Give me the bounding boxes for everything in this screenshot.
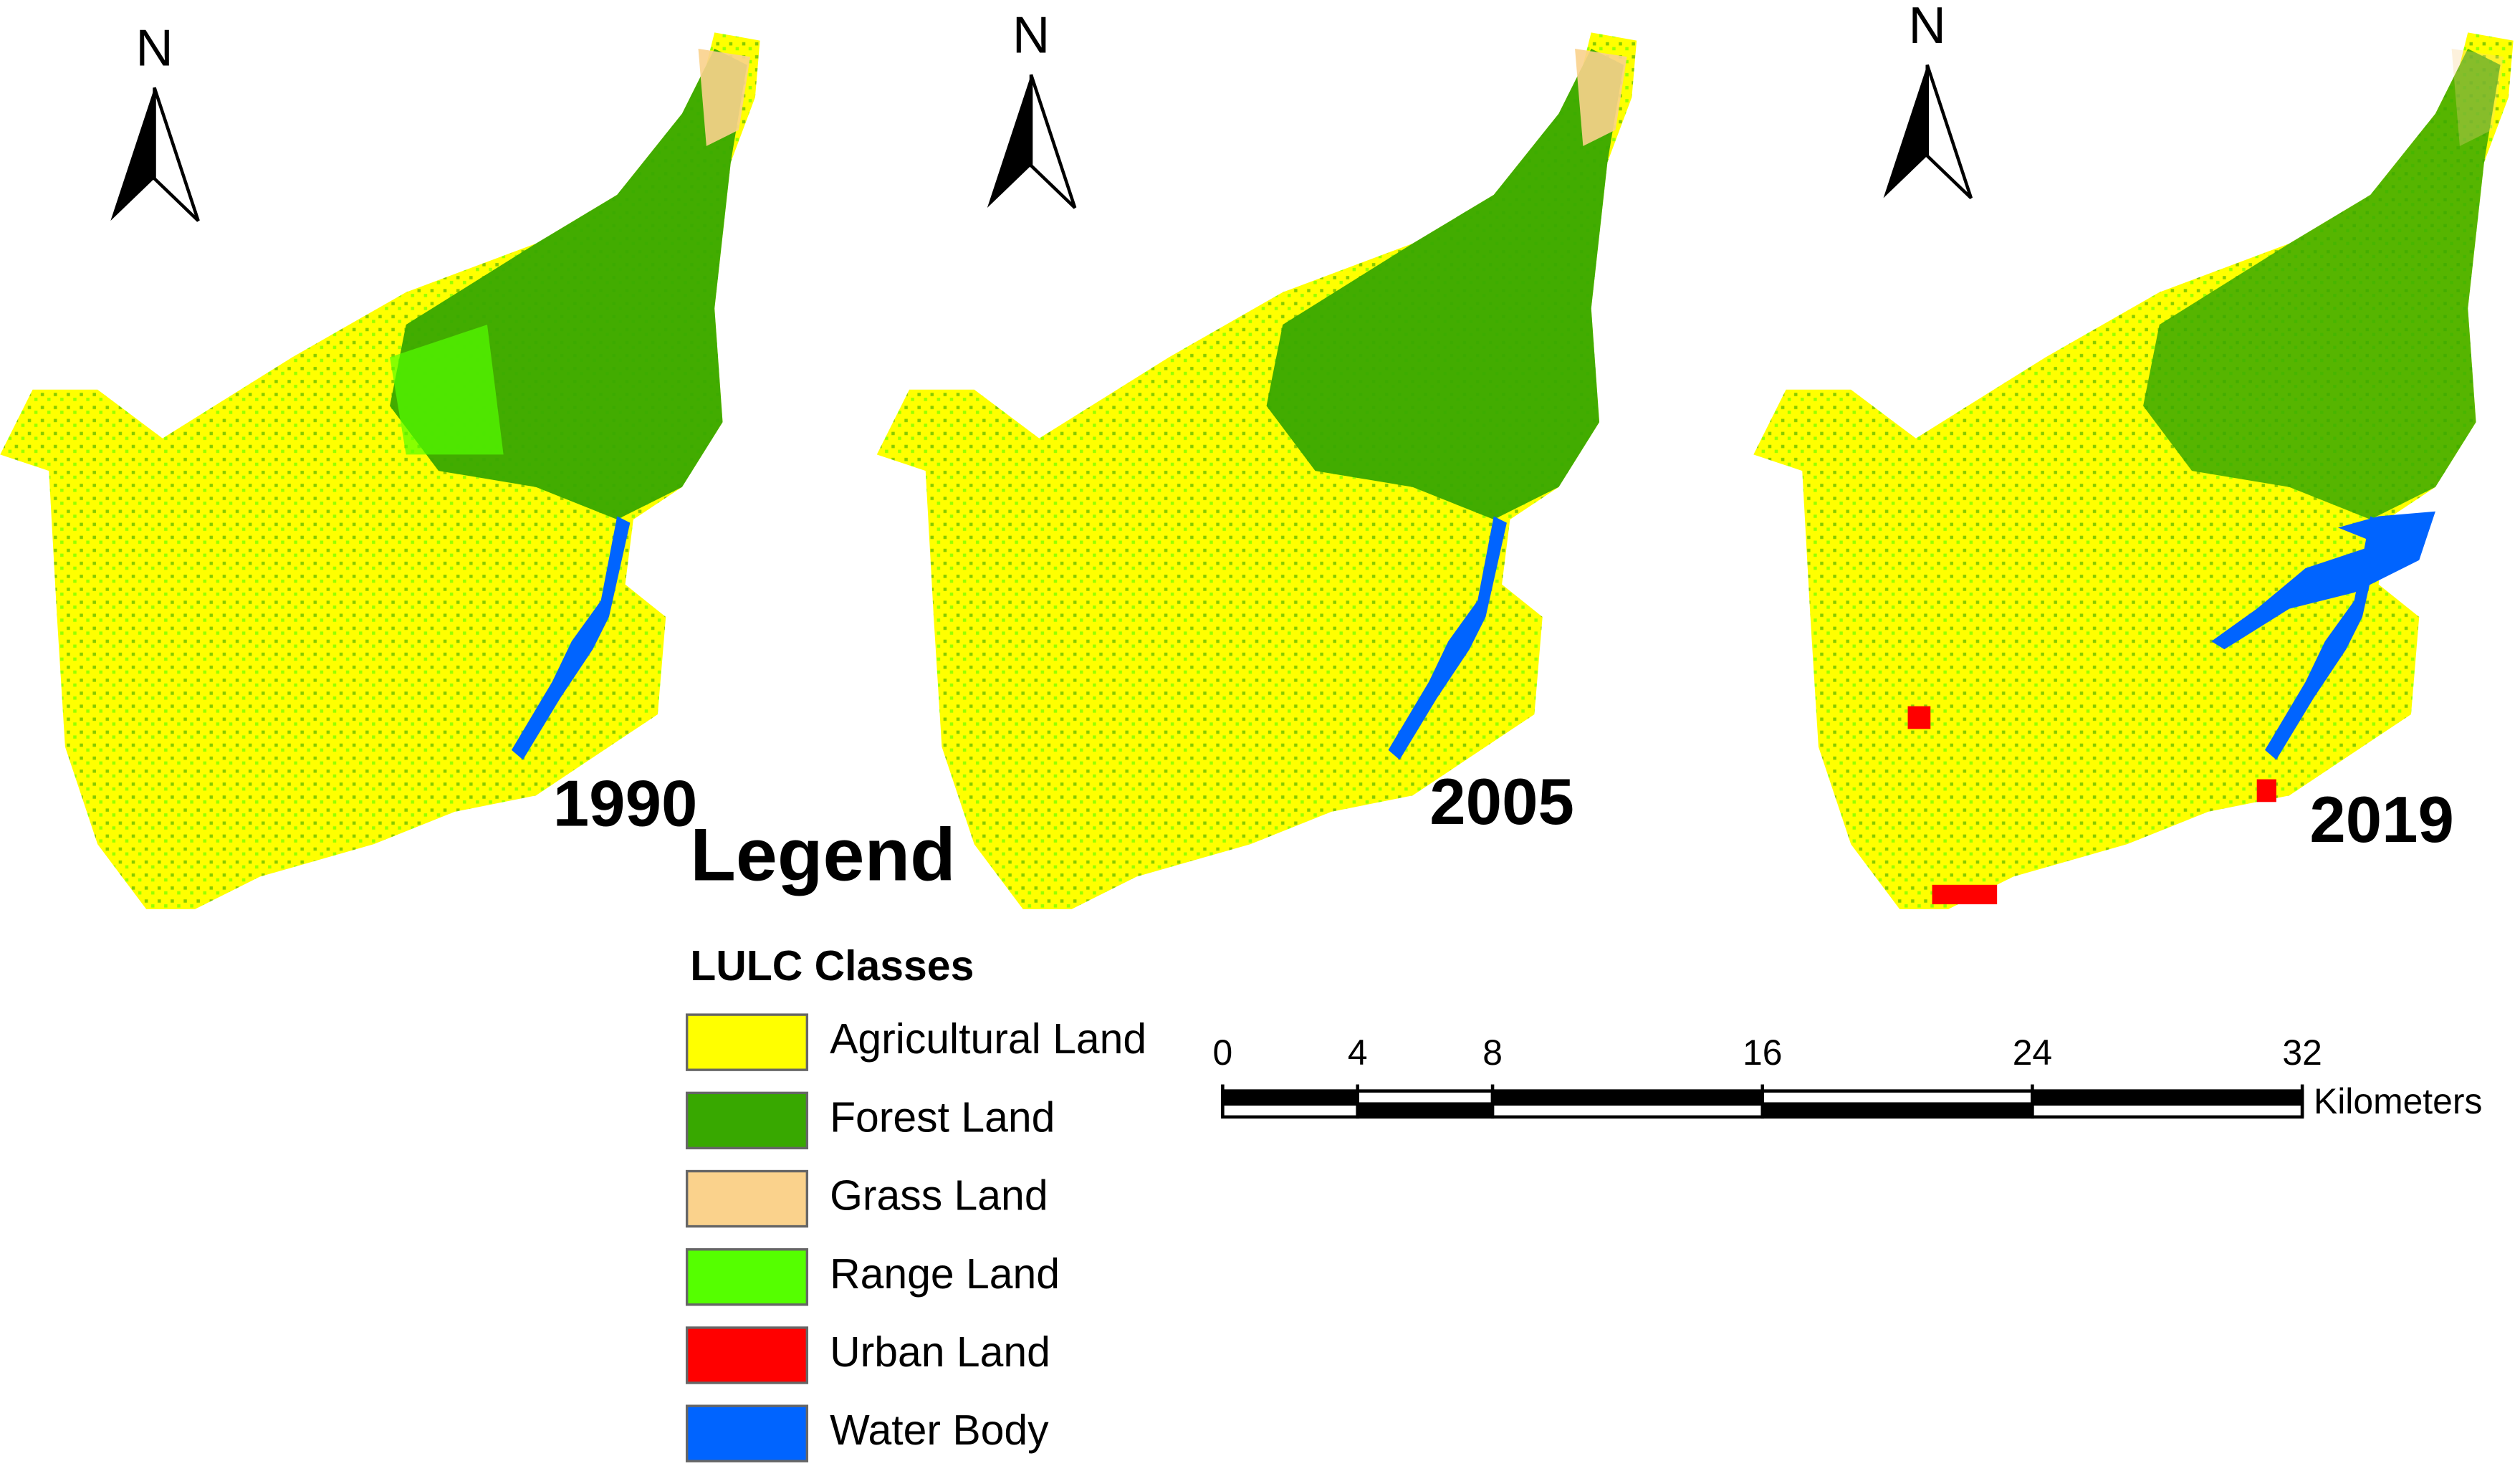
scale-segment (1760, 1089, 2034, 1106)
legend-label: Urban Land (830, 1329, 1050, 1376)
range-area (390, 325, 504, 455)
legend-swatch (685, 1404, 809, 1462)
north-arrow (987, 75, 1032, 209)
north-arrow (1029, 74, 1077, 209)
legend-swatch (685, 1326, 809, 1384)
scale-segment (2031, 1089, 2304, 1106)
year-label: 2019 (2309, 784, 2454, 856)
scale-segment (1221, 1089, 1359, 1106)
scale-segment (1356, 1102, 1495, 1119)
north-arrow (1925, 64, 1973, 200)
scale-bar: 0 4 8 16 24 32 Kilometers (1213, 1033, 2483, 1121)
scale-tick-label: 16 (1743, 1033, 1782, 1073)
urban-area (1907, 706, 1931, 729)
legend-swatch (685, 1013, 809, 1071)
scale-segment (1221, 1102, 1359, 1119)
grass-area (698, 48, 751, 146)
lulc-map: 2005 N (876, 6, 1637, 909)
urban-area (2256, 779, 2276, 803)
scale-tick-label: 32 (2282, 1033, 2322, 1073)
scale-segment (1760, 1102, 2034, 1119)
north-arrow (1883, 64, 1927, 198)
legend-subtitle: LULC Classes (690, 943, 974, 990)
legend-swatch (685, 1248, 809, 1306)
legend-label: Forest Land (830, 1094, 1055, 1141)
legend: Agricultural Land Forest Land Grass Land Ra… (685, 1013, 1146, 1462)
lulc-map: 1990 N (0, 19, 760, 909)
scale-tick-label: 24 (2013, 1033, 2052, 1073)
scale-tick-label: 0 (1213, 1033, 1233, 1073)
legend-label: Range Land (830, 1251, 1060, 1298)
north-label: N (1012, 6, 1050, 64)
scale-tick-label: 8 (1482, 1033, 1503, 1073)
north-label: N (1909, 0, 1946, 54)
scale-segment (1490, 1102, 1765, 1119)
legend-swatch (685, 1169, 809, 1228)
scale-unit: Kilometers (2314, 1081, 2482, 1121)
year-label: 1990 (553, 767, 698, 840)
year-label: 2005 (1429, 766, 1574, 838)
legend-title: Legend (690, 813, 956, 896)
scale-segment (1490, 1089, 1765, 1106)
legend-label: Grass Land (830, 1173, 1048, 1220)
legend-swatch (685, 1091, 809, 1150)
north-arrow (110, 87, 155, 221)
grass-area (2451, 48, 2504, 146)
north-arrow (153, 87, 200, 222)
scale-segment (1356, 1089, 1495, 1106)
lulc-map: 2019 N (1753, 0, 2514, 909)
scale-tick-label: 4 (1348, 1033, 1368, 1073)
legend-label: Water Body (830, 1407, 1049, 1454)
urban-area (1932, 884, 1998, 905)
scale-segment (2031, 1102, 2304, 1119)
legend-label: Agricultural Land (830, 1016, 1146, 1063)
grass-area (1575, 48, 1627, 146)
north-label: N (135, 19, 173, 77)
maps: 1990 N 2005 N 2019 N (0, 0, 2514, 909)
